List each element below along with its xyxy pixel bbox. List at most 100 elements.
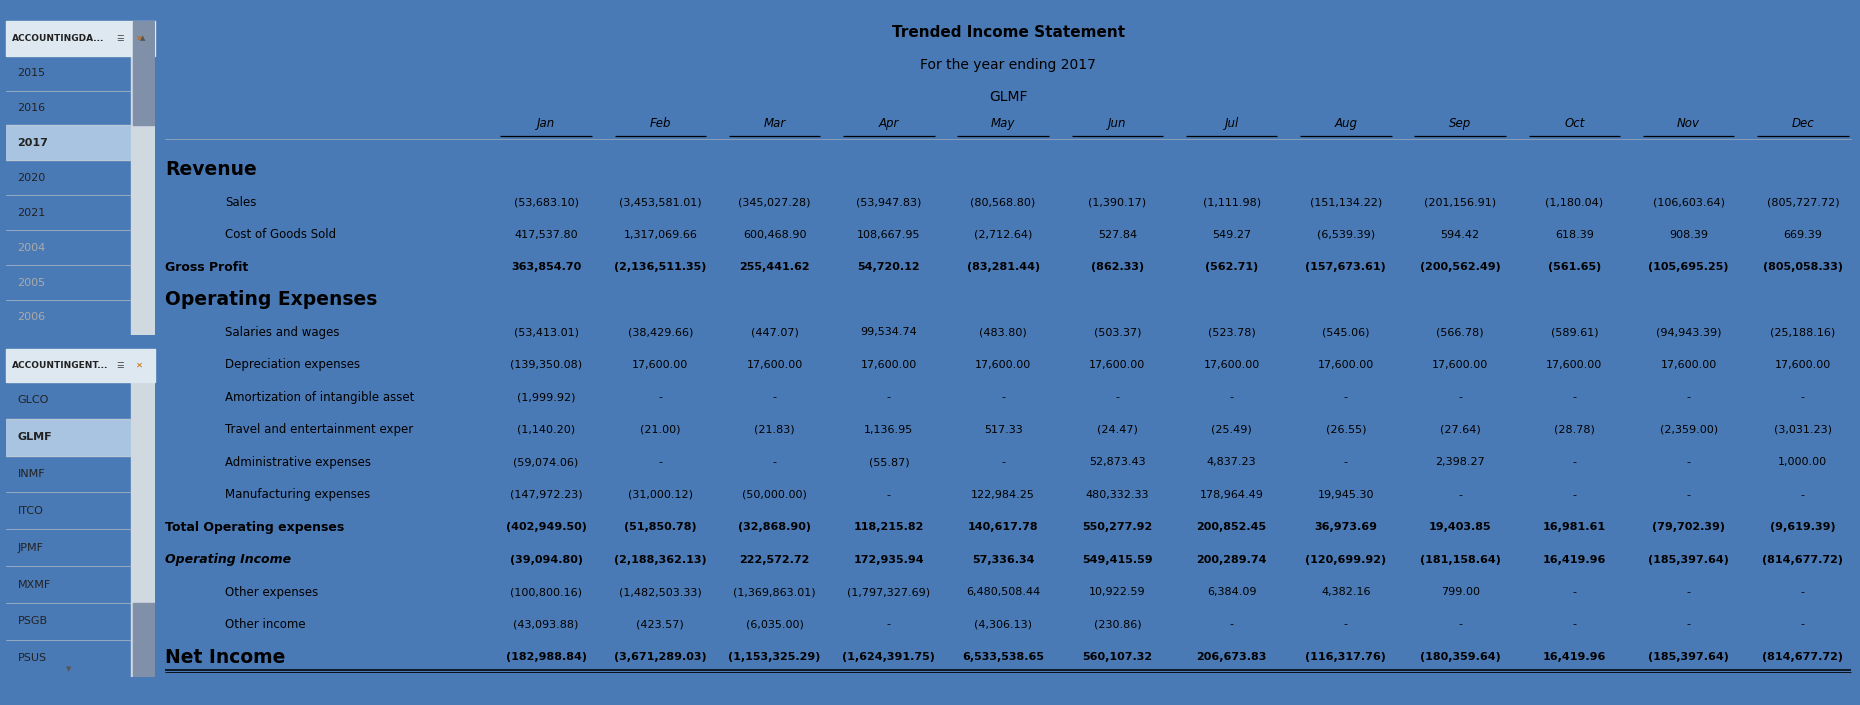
Text: (120,699.92): (120,699.92) (1306, 555, 1386, 565)
Text: GLCO: GLCO (17, 396, 48, 405)
Bar (130, 382, 154, 677)
Text: (523.78): (523.78) (1207, 327, 1256, 337)
Text: PSGB: PSGB (17, 616, 48, 627)
Text: 4,837.23: 4,837.23 (1207, 458, 1256, 467)
Text: (814,677.72): (814,677.72) (1763, 652, 1843, 662)
Text: 560,107.32: 560,107.32 (1083, 652, 1153, 662)
Text: (561.65): (561.65) (1548, 262, 1601, 272)
Text: (201,156.91): (201,156.91) (1425, 197, 1495, 207)
Text: ✕: ✕ (136, 34, 143, 43)
Text: 57,336.34: 57,336.34 (973, 555, 1034, 565)
Text: (59,074.06): (59,074.06) (513, 458, 578, 467)
Text: 4,382.16: 4,382.16 (1321, 587, 1371, 597)
Text: 17,600.00: 17,600.00 (1432, 360, 1488, 369)
Text: 17,600.00: 17,600.00 (1203, 360, 1259, 369)
Text: 2021: 2021 (17, 208, 46, 218)
Text: 2017: 2017 (17, 138, 48, 148)
Text: (139,350.08): (139,350.08) (510, 360, 582, 369)
Text: Revenue: Revenue (166, 161, 257, 180)
Text: (2,359.00): (2,359.00) (1659, 424, 1717, 435)
Text: (423.57): (423.57) (636, 620, 684, 630)
Text: (43,093.88): (43,093.88) (513, 620, 578, 630)
Text: Jun: Jun (1109, 118, 1127, 130)
Text: (1,111.98): (1,111.98) (1203, 197, 1261, 207)
Text: 2004: 2004 (17, 243, 46, 252)
Text: (814,677.72): (814,677.72) (1763, 555, 1843, 565)
Text: 118,215.82: 118,215.82 (854, 522, 924, 532)
Text: GLMF: GLMF (990, 90, 1029, 104)
Text: Oct: Oct (1564, 118, 1585, 130)
Text: (100,800.16): (100,800.16) (510, 587, 582, 597)
Text: (32,868.90): (32,868.90) (738, 522, 811, 532)
Text: 17,600.00: 17,600.00 (975, 360, 1030, 369)
Text: Trended Income Statement: Trended Income Statement (891, 25, 1125, 39)
Text: (562.71): (562.71) (1205, 262, 1257, 272)
Text: -: - (1572, 458, 1577, 467)
Text: -: - (772, 458, 777, 467)
Text: (805,058.33): (805,058.33) (1763, 262, 1843, 272)
Text: -: - (1001, 458, 1004, 467)
Text: (185,397.64): (185,397.64) (1648, 652, 1730, 662)
Text: 255,441.62: 255,441.62 (738, 262, 809, 272)
Text: Total Operating expenses: Total Operating expenses (166, 520, 344, 534)
Text: (53,683.10): (53,683.10) (513, 197, 578, 207)
Text: 2,398.27: 2,398.27 (1436, 458, 1484, 467)
Text: MXMF: MXMF (17, 580, 50, 589)
Text: (4,306.13): (4,306.13) (975, 620, 1032, 630)
Text: 17,600.00: 17,600.00 (1661, 360, 1717, 369)
Text: (147,972.23): (147,972.23) (510, 490, 582, 500)
Text: Operating Expenses: Operating Expenses (166, 290, 378, 309)
Text: ✕: ✕ (136, 361, 143, 370)
Text: 17,600.00: 17,600.00 (1774, 360, 1830, 369)
Text: -: - (658, 392, 662, 403)
Text: (26.55): (26.55) (1326, 424, 1365, 435)
Text: 417,537.80: 417,537.80 (513, 230, 578, 240)
Text: (483.80): (483.80) (978, 327, 1027, 337)
Text: (53,947.83): (53,947.83) (856, 197, 921, 207)
Text: (51,850.78): (51,850.78) (625, 522, 698, 532)
Text: (3,031.23): (3,031.23) (1774, 424, 1832, 435)
Text: (80,568.80): (80,568.80) (971, 197, 1036, 207)
Text: 2005: 2005 (17, 278, 46, 288)
Bar (6, 419, 130, 455)
Text: Apr: Apr (878, 118, 898, 130)
Text: 16,981.61: 16,981.61 (1542, 522, 1605, 532)
Text: INMF: INMF (17, 469, 45, 479)
Text: (1,390.17): (1,390.17) (1088, 197, 1146, 207)
Text: 17,600.00: 17,600.00 (1090, 360, 1146, 369)
Text: (105,695.25): (105,695.25) (1648, 262, 1730, 272)
Text: PSUS: PSUS (17, 654, 46, 663)
Text: 17,600.00: 17,600.00 (1317, 360, 1375, 369)
Text: 16,419.96: 16,419.96 (1542, 652, 1605, 662)
Text: -: - (1572, 392, 1577, 403)
Text: 549.27: 549.27 (1213, 230, 1252, 240)
Text: Other expenses: Other expenses (225, 586, 318, 599)
Text: 52,873.43: 52,873.43 (1090, 458, 1146, 467)
Text: Gross Profit: Gross Profit (166, 261, 249, 274)
Text: Nov: Nov (1678, 118, 1700, 130)
Text: Dec: Dec (1791, 118, 1813, 130)
Text: ☰: ☰ (115, 361, 123, 370)
Text: -: - (1572, 490, 1577, 500)
Text: 54,720.12: 54,720.12 (857, 262, 921, 272)
Text: (21.00): (21.00) (640, 424, 681, 435)
Text: For the year ending 2017: For the year ending 2017 (921, 58, 1096, 72)
Text: 200,852.45: 200,852.45 (1196, 522, 1267, 532)
Text: 19,945.30: 19,945.30 (1317, 490, 1375, 500)
Text: (182,988.84): (182,988.84) (506, 652, 586, 662)
Text: (21.83): (21.83) (755, 424, 794, 435)
Bar (6, 125, 130, 160)
Text: 122,984.25: 122,984.25 (971, 490, 1034, 500)
Text: 17,600.00: 17,600.00 (861, 360, 917, 369)
Text: (157,673.61): (157,673.61) (1306, 262, 1386, 272)
Text: -: - (887, 490, 891, 500)
Text: 1,136.95: 1,136.95 (865, 424, 913, 435)
Text: ☰: ☰ (115, 34, 123, 43)
Text: (3,453,581.01): (3,453,581.01) (619, 197, 701, 207)
Text: Travel and entertainment exper: Travel and entertainment exper (225, 423, 413, 436)
Text: (106,603.64): (106,603.64) (1654, 197, 1724, 207)
Text: (402,949.50): (402,949.50) (506, 522, 586, 532)
Text: 6,384.09: 6,384.09 (1207, 587, 1256, 597)
Text: (53,413.01): (53,413.01) (513, 327, 578, 337)
Text: -: - (1687, 458, 1691, 467)
